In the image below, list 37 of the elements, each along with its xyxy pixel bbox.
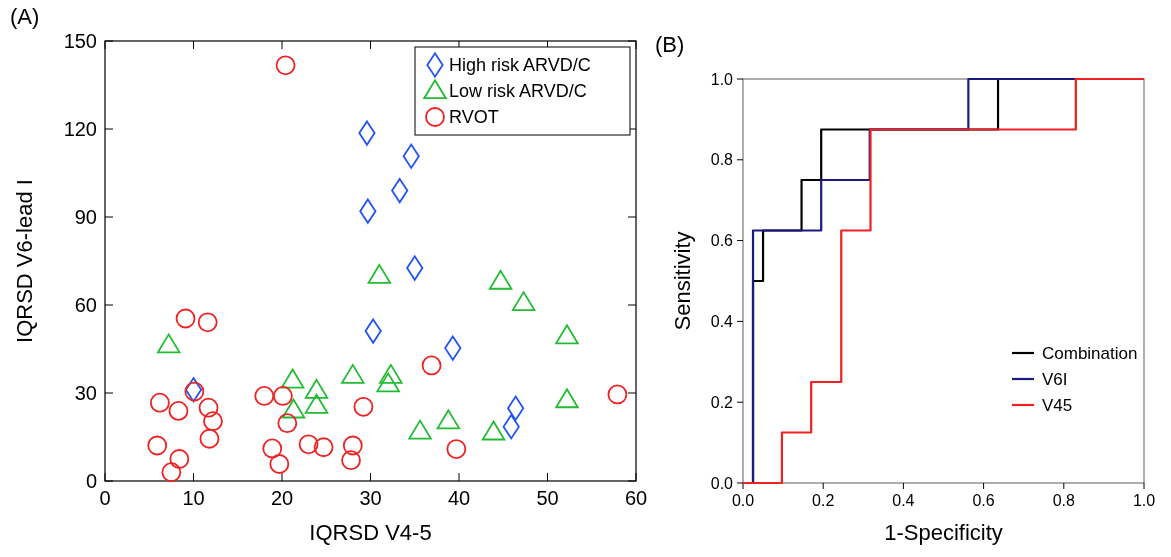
x-axis-title: IQRSD V4-5: [309, 520, 432, 545]
legend-label: RVOT: [449, 107, 499, 128]
y-axis-title: IQRSD V6-lead I: [12, 179, 37, 343]
legend-label: Combination: [1042, 343, 1138, 363]
x-tick-label: 0: [99, 487, 111, 509]
y-tick-label: 30: [74, 382, 97, 404]
legend-label: V6I: [1042, 369, 1068, 389]
legend-label: V45: [1042, 395, 1073, 415]
x-tick-label: 0.6: [972, 491, 995, 509]
y-tick-label: 0.4: [710, 313, 734, 330]
chart-title: (B): [655, 32, 685, 57]
x-tick-label: 0.8: [1052, 491, 1076, 509]
x-tick-label: 0.0: [731, 491, 755, 509]
y-tick-label: 90: [74, 206, 97, 228]
y-tick-label: 0.6: [710, 232, 734, 250]
chart-title: (A): [10, 4, 40, 29]
y-tick-label: 0.2: [710, 393, 734, 411]
y-tick-label: 150: [63, 30, 97, 52]
x-tick-label: 50: [536, 487, 559, 509]
x-tick-label: 20: [270, 487, 294, 509]
y-tick-label: 0.0: [710, 474, 734, 492]
x-tick-label: 0.2: [812, 491, 835, 509]
x-axis-title: 1-Specificity: [884, 520, 1003, 545]
x-tick-label: 40: [447, 487, 471, 509]
legend-label: Low risk ARVD/C: [449, 81, 587, 102]
x-tick-label: 60: [624, 487, 648, 509]
x-tick-label: 30: [359, 487, 382, 509]
legend-label: High risk ARVD/C: [449, 55, 591, 76]
y-tick-label: 1.0: [710, 70, 734, 88]
x-tick-label: 10: [182, 487, 205, 509]
y-tick-label: 0: [85, 470, 97, 492]
y-tick-label: 60: [74, 294, 97, 316]
y-tick-label: 0.8: [710, 151, 734, 169]
x-tick-label: 0.4: [892, 491, 915, 509]
x-tick-label: 1.0: [1132, 491, 1156, 509]
y-tick-label: 120: [63, 118, 97, 140]
y-axis-title: Sensitivity: [670, 231, 695, 331]
